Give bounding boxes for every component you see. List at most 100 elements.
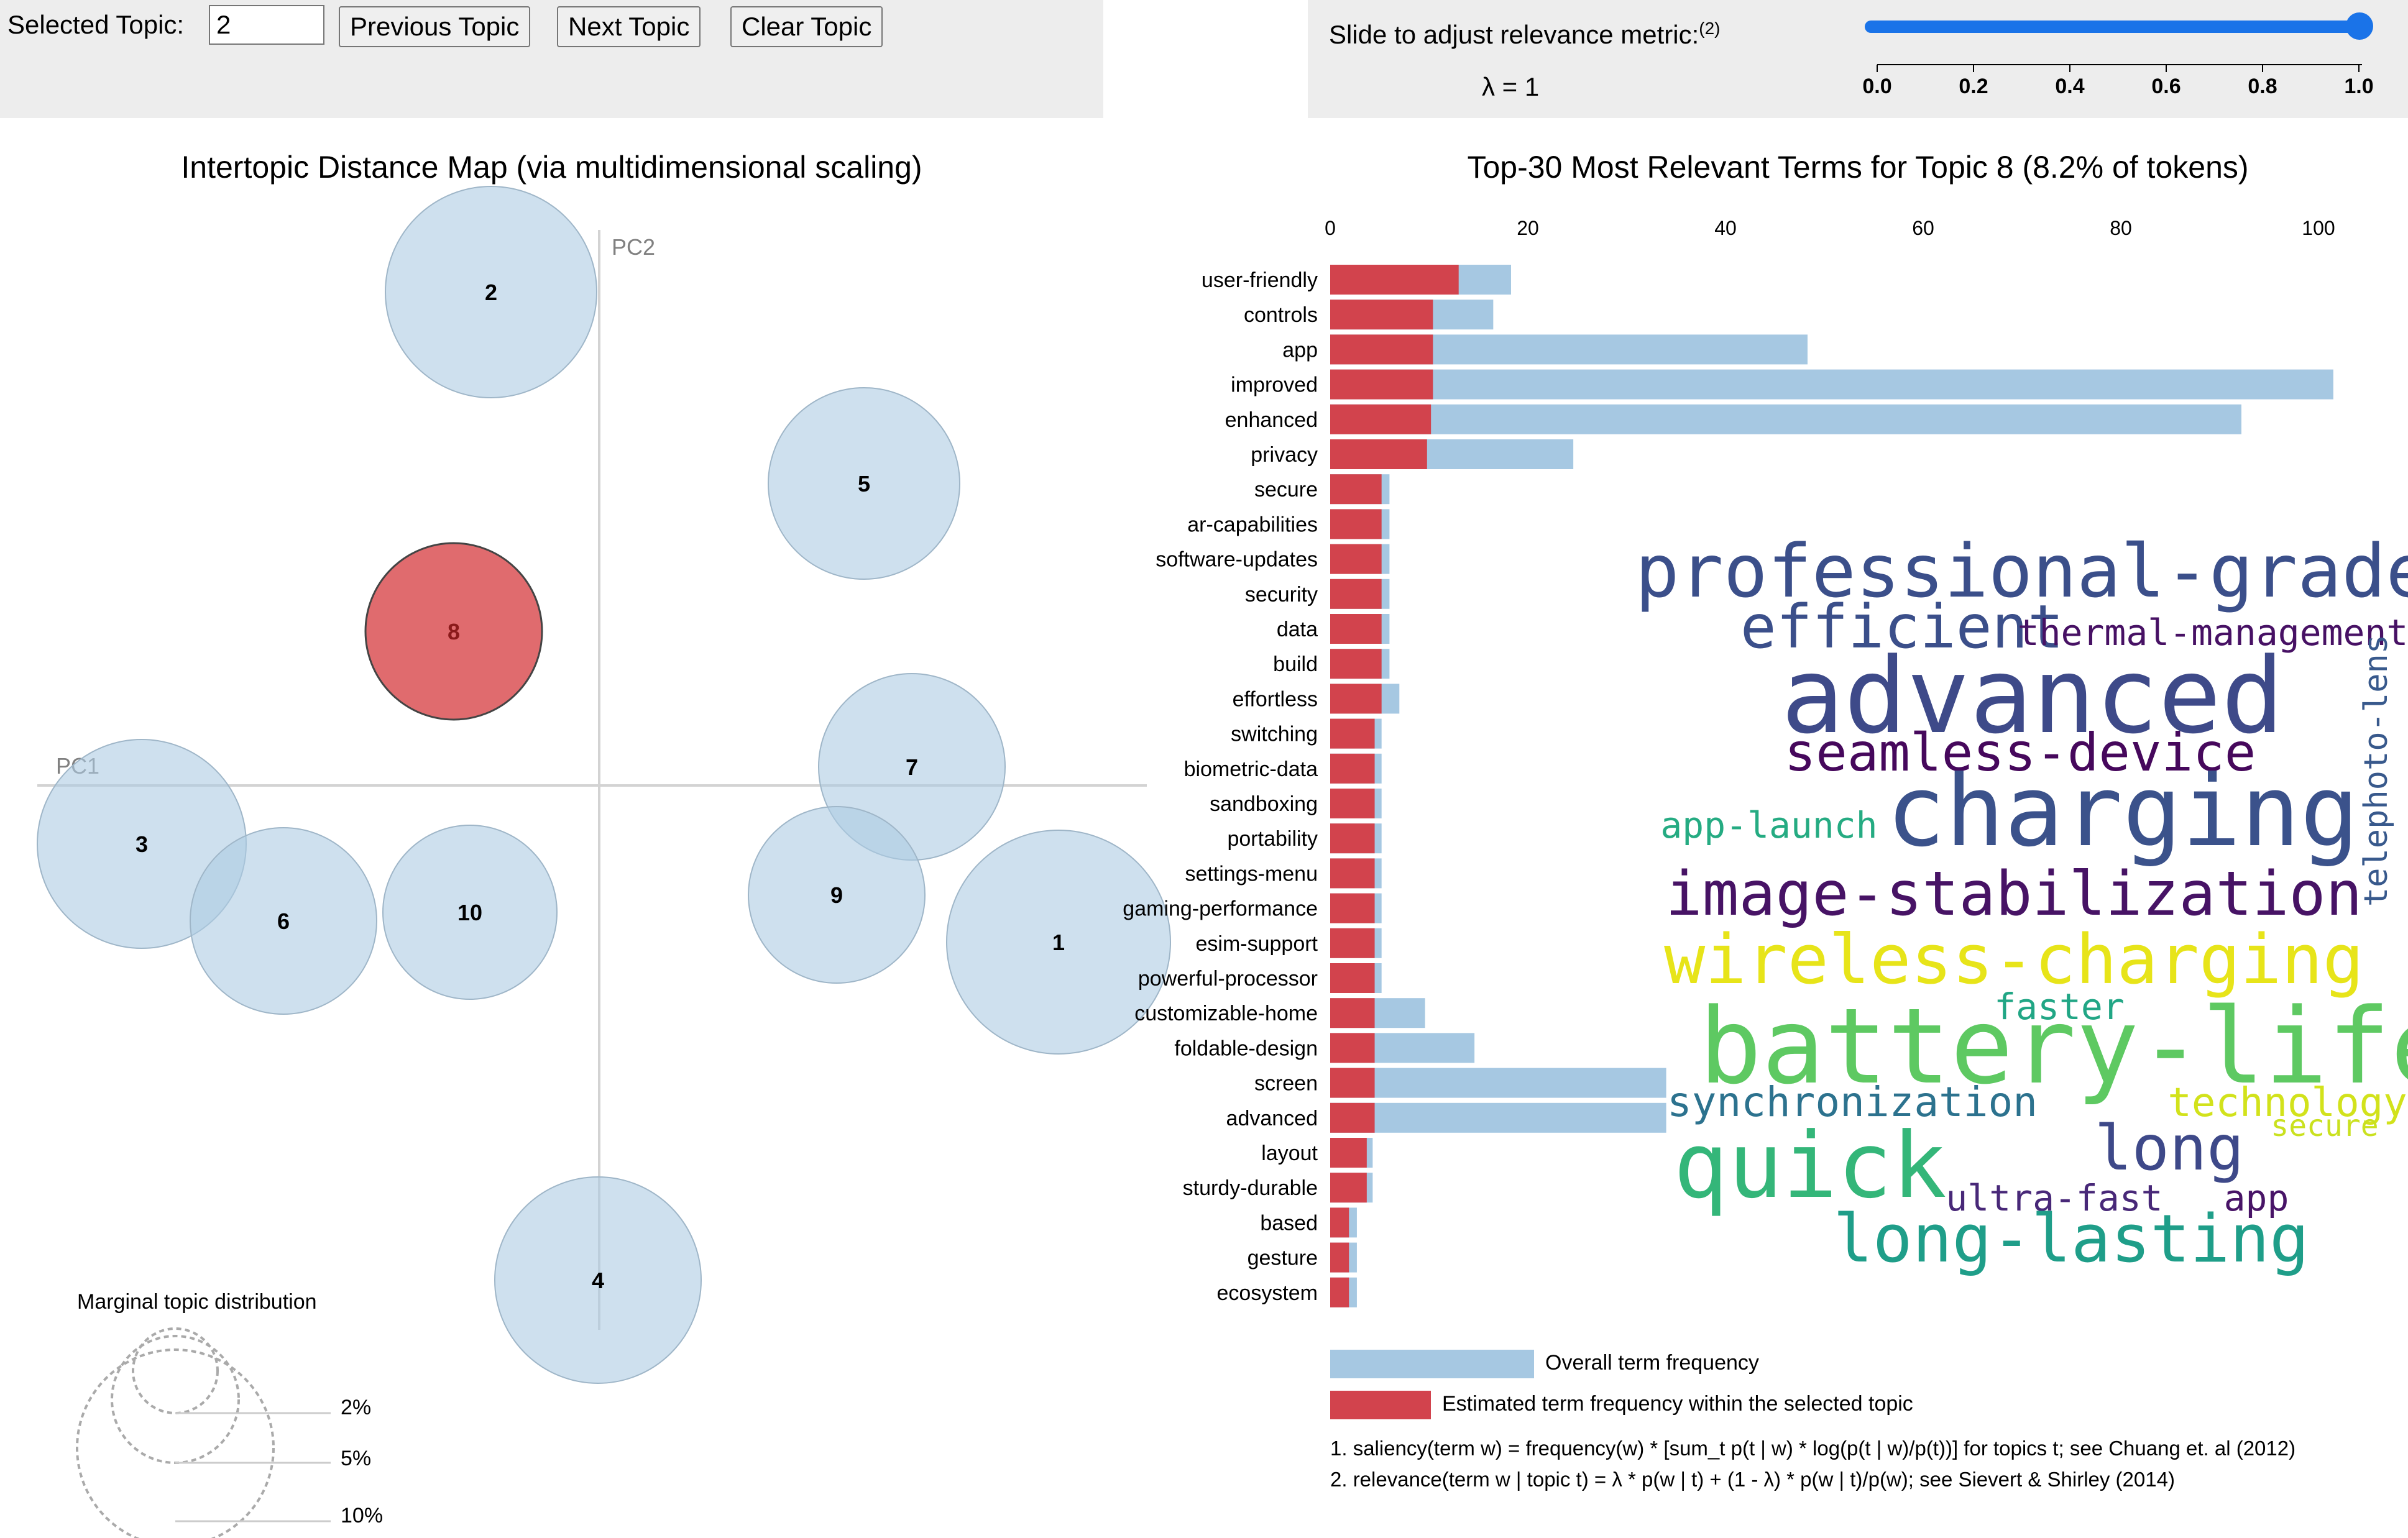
x-tick-label: 80 xyxy=(2110,217,2132,239)
topic-label-4: 4 xyxy=(592,1268,604,1293)
x-tick-label: 60 xyxy=(1912,217,1934,239)
term-label-effortless[interactable]: effortless xyxy=(1233,687,1318,711)
topic-circle-1[interactable] xyxy=(946,830,1171,1055)
bar-estimated-screen xyxy=(1330,1068,1375,1098)
word-cloud: professional-gradeefficientthermal-manag… xyxy=(1635,528,2408,1277)
term-label-layout[interactable]: layout xyxy=(1261,1142,1318,1165)
term-label-security[interactable]: security xyxy=(1245,583,1318,607)
topic-circles: 1 2 3 4 5 6 7 8 9 10 xyxy=(37,186,1171,1384)
slider-tick-label: 0.2 xyxy=(1959,75,1988,98)
topic-label-10: 10 xyxy=(457,900,482,925)
topic-label-3: 3 xyxy=(136,831,148,857)
topic-circle-2[interactable] xyxy=(385,186,597,398)
bar-estimated-foldable-design xyxy=(1330,1033,1375,1063)
wordcloud-word: thermal-management xyxy=(2018,611,2408,654)
wordcloud-word: wireless-charging xyxy=(1664,920,2364,999)
term-label-sturdy-durable[interactable]: sturdy-durable xyxy=(1183,1176,1318,1200)
slider-handle[interactable] xyxy=(2346,12,2373,40)
topic-label-7: 7 xyxy=(906,754,918,780)
bar-estimated-portability xyxy=(1330,823,1375,854)
bar-overall-advanced xyxy=(1330,1102,1666,1133)
term-label-ar-capabilities[interactable]: ar-capabilities xyxy=(1187,513,1318,536)
slider-tick-label: 0.6 xyxy=(2151,75,2181,98)
slider-track[interactable] xyxy=(1865,21,2362,33)
wordcloud-word: efficient xyxy=(1740,592,2064,662)
term-label-privacy[interactable]: privacy xyxy=(1251,443,1318,467)
bar-estimated-security xyxy=(1330,579,1382,609)
wordcloud-word: seamless-device xyxy=(1785,722,2256,783)
term-label-data[interactable]: data xyxy=(1277,618,1318,641)
bar-overall-enhanced xyxy=(1330,404,2241,434)
term-label-advanced[interactable]: advanced xyxy=(1226,1107,1318,1130)
term-label-ecosystem[interactable]: ecosystem xyxy=(1217,1281,1318,1305)
term-label-controls[interactable]: controls xyxy=(1244,303,1318,327)
term-label-gaming-performance[interactable]: gaming-performance xyxy=(1123,897,1318,921)
bar-estimated-ecosystem xyxy=(1330,1277,1349,1307)
term-label-app[interactable]: app xyxy=(1282,338,1318,362)
bar-overall-improved xyxy=(1330,369,2333,400)
term-label-screen[interactable]: screen xyxy=(1254,1072,1318,1096)
topic-circle-8[interactable] xyxy=(364,542,543,721)
topic-circle-9[interactable] xyxy=(748,806,926,984)
lambda-value: λ = 1 xyxy=(1482,72,1540,101)
term-label-gesture[interactable]: gesture xyxy=(1248,1247,1318,1270)
wordcloud-word: app-launch xyxy=(1660,804,1877,846)
legend-title: Marginal topic distribution xyxy=(77,1290,317,1314)
term-label-software-updates[interactable]: software-updates xyxy=(1156,548,1318,572)
topic-circle-5[interactable] xyxy=(768,387,960,580)
slider-ticks: 0.0 0.2 0.4 0.6 0.8 1.0 xyxy=(1862,65,2374,98)
wordcloud-word: synchronization xyxy=(1667,1078,2038,1126)
wordcloud-word: telephoto-lens xyxy=(2358,634,2395,907)
term-label-secure[interactable]: secure xyxy=(1254,478,1318,501)
term-label-powerful-processor[interactable]: powerful-processor xyxy=(1138,967,1318,991)
term-label-esim-support[interactable]: esim-support xyxy=(1195,932,1318,956)
pc2-label: PC2 xyxy=(612,234,655,260)
bar-estimated-improved xyxy=(1330,369,1433,400)
clear-topic-button[interactable]: Clear Topic xyxy=(730,6,883,47)
term-label-biometric-data[interactable]: biometric-data xyxy=(1184,758,1318,781)
topic-circle-6[interactable] xyxy=(190,827,377,1015)
bar-estimated-controls xyxy=(1330,300,1433,330)
term-label-customizable-home[interactable]: customizable-home xyxy=(1134,1002,1318,1025)
bar-chart-title: Top-30 Most Relevant Terms for Topic 8 (… xyxy=(1467,150,2249,185)
topic-circle-10[interactable] xyxy=(382,825,558,1000)
topic-label-9: 9 xyxy=(830,882,843,908)
bar-chart-x-axis: 0 20 40 60 80 100 xyxy=(1325,217,2335,239)
term-label-user-friendly[interactable]: user-friendly xyxy=(1202,268,1318,292)
term-label-based[interactable]: based xyxy=(1260,1211,1318,1235)
bar-estimated-gaming-performance xyxy=(1330,893,1375,923)
bar-estimated-effortless xyxy=(1330,684,1382,714)
bar-estimated-sandboxing xyxy=(1330,789,1375,818)
bar-estimated-advanced xyxy=(1330,1102,1375,1133)
wordcloud-word: quick xyxy=(1673,1113,1947,1219)
relevance-panel: Slide to adjust relevance metric:(2) λ =… xyxy=(1308,0,2408,118)
term-label-improved[interactable]: improved xyxy=(1231,373,1318,397)
bar-estimated-switching xyxy=(1330,718,1375,749)
wordcloud-word: long-lasting xyxy=(1833,1201,2309,1277)
slider-tick-label: 0.4 xyxy=(2055,75,2084,98)
legend-swatch-overall xyxy=(1330,1350,1534,1378)
term-label-switching[interactable]: switching xyxy=(1231,723,1318,746)
term-label-settings-menu[interactable]: settings-menu xyxy=(1185,862,1318,886)
bar-estimated-biometric-data xyxy=(1330,753,1375,784)
topic-circle-4[interactable] xyxy=(494,1176,702,1384)
wordcloud-word: advanced xyxy=(1781,635,2284,757)
bar-estimated-privacy xyxy=(1330,439,1427,469)
term-label-build[interactable]: build xyxy=(1273,652,1318,676)
selected-topic-input[interactable] xyxy=(209,5,324,45)
relevance-slider[interactable]: 0.0 0.2 0.4 0.6 0.8 1.0 xyxy=(1862,12,2374,98)
next-topic-button[interactable]: Next Topic xyxy=(557,6,701,47)
wordcloud-word: professional-grade xyxy=(1635,528,2408,614)
bar-estimated-secure xyxy=(1330,474,1382,505)
previous-topic-button[interactable]: Previous Topic xyxy=(339,6,531,47)
term-label-enhanced[interactable]: enhanced xyxy=(1225,408,1318,432)
bar-estimated-layout xyxy=(1330,1138,1367,1168)
bar-estimated-build xyxy=(1330,649,1382,679)
topic-map-title: Intertopic Distance Map (via multidimens… xyxy=(181,150,922,185)
term-label-foldable-design[interactable]: foldable-design xyxy=(1174,1037,1318,1060)
term-label-sandboxing[interactable]: sandboxing xyxy=(1210,792,1318,816)
term-label-portability[interactable]: portability xyxy=(1227,827,1318,851)
legend-circle-2pct xyxy=(132,1327,219,1414)
x-tick-label: 0 xyxy=(1325,217,1336,239)
